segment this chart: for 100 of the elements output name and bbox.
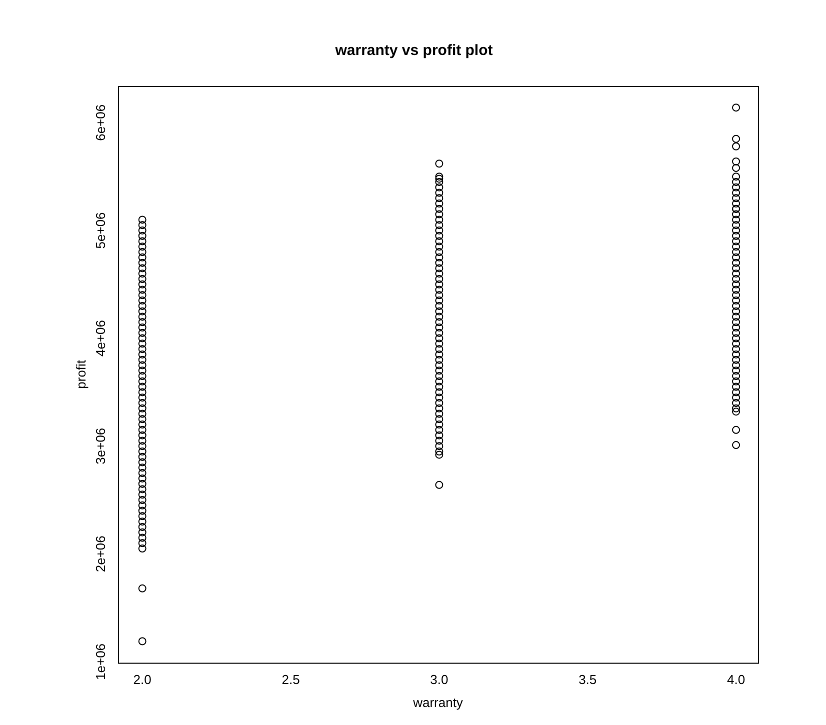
x-tick-label: 3.5	[578, 672, 597, 688]
point	[435, 426, 444, 434]
y-tick-label: 5e+06	[93, 212, 108, 249]
point	[435, 248, 444, 256]
point	[435, 237, 444, 246]
point	[435, 174, 444, 183]
point	[435, 436, 444, 445]
point	[435, 253, 444, 262]
point	[732, 248, 740, 256]
point	[435, 431, 444, 440]
point	[732, 286, 740, 294]
point	[732, 340, 740, 348]
point	[435, 324, 444, 332]
point	[435, 302, 444, 310]
point	[435, 274, 444, 283]
point	[435, 447, 444, 456]
point	[732, 328, 740, 337]
point	[732, 307, 740, 316]
point	[435, 361, 444, 370]
point	[435, 286, 444, 294]
point	[435, 242, 444, 251]
point	[435, 270, 444, 278]
point	[435, 178, 444, 186]
point	[732, 280, 740, 288]
point	[732, 183, 740, 192]
point	[435, 200, 444, 208]
x-tick-label: 2.5	[282, 672, 300, 688]
point	[732, 264, 740, 272]
point	[435, 334, 444, 342]
point	[732, 291, 740, 300]
point	[435, 480, 444, 489]
point	[435, 312, 444, 321]
point	[732, 377, 740, 386]
point	[732, 408, 740, 416]
point	[732, 382, 740, 391]
point	[732, 258, 740, 267]
point	[732, 302, 740, 310]
point	[732, 426, 740, 434]
point	[732, 188, 740, 197]
point	[732, 242, 740, 251]
chart-title: warranty vs profit plot	[334, 42, 493, 60]
point	[732, 441, 740, 450]
point	[732, 164, 740, 172]
point	[732, 200, 740, 208]
point	[732, 356, 740, 364]
point	[435, 204, 444, 213]
point	[732, 334, 740, 342]
point	[732, 398, 740, 407]
point	[732, 157, 740, 166]
point	[435, 188, 444, 197]
point	[435, 420, 444, 429]
point	[732, 318, 740, 326]
point	[435, 318, 444, 326]
point	[435, 291, 444, 300]
point	[435, 296, 444, 305]
point	[435, 194, 444, 202]
point	[732, 324, 740, 332]
point	[435, 404, 444, 412]
point	[435, 280, 444, 288]
point	[732, 221, 740, 230]
point	[732, 372, 740, 380]
point	[732, 388, 740, 396]
point	[732, 394, 740, 402]
x-tick-label: 2.0	[133, 672, 152, 688]
x-tick-label: 4.0	[726, 672, 746, 688]
x-axis-title: warranty	[412, 694, 464, 710]
y-tick-label: 1e+06	[93, 643, 108, 680]
point	[435, 366, 444, 375]
point	[732, 178, 740, 186]
point	[732, 210, 740, 218]
point	[435, 232, 444, 240]
point	[435, 183, 444, 192]
point	[435, 307, 444, 316]
point	[732, 104, 740, 112]
point	[435, 415, 444, 424]
y-tick-label: 4e+06	[93, 320, 108, 357]
point	[435, 258, 444, 267]
point	[435, 350, 444, 358]
point	[435, 210, 444, 218]
point	[435, 394, 444, 402]
point	[435, 216, 444, 224]
point	[732, 270, 740, 278]
point	[435, 328, 444, 337]
point	[732, 350, 740, 358]
point	[435, 377, 444, 386]
point	[435, 382, 444, 391]
point	[732, 216, 740, 224]
point	[435, 410, 444, 418]
x-tick-label: 3.0	[430, 672, 448, 688]
point	[732, 361, 740, 370]
point	[732, 404, 740, 412]
point	[732, 237, 740, 246]
point	[435, 442, 444, 450]
point	[732, 232, 740, 240]
point	[732, 366, 740, 375]
point	[732, 274, 740, 283]
point	[732, 312, 740, 321]
y-tick-label: 6e+06	[93, 104, 108, 141]
point	[435, 388, 444, 396]
point	[732, 172, 740, 181]
